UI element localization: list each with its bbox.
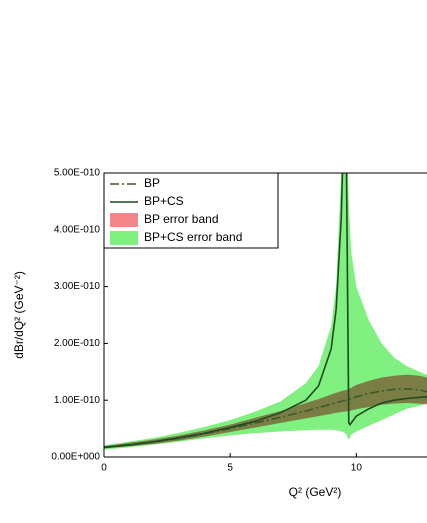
y-tick-label: 4.00E-010: [54, 224, 101, 235]
x-tick-label: 10: [351, 463, 363, 474]
x-tick-label: 5: [227, 463, 233, 474]
legend-label: BP: [144, 176, 160, 190]
error-band: [104, 374, 427, 449]
legend-label: BP+CS error band: [144, 230, 242, 244]
series-line: [104, 173, 427, 449]
error-band: [104, 173, 427, 450]
y-tick-label: 2.00E-010: [54, 338, 101, 349]
y-tick-label: 5.00E-010: [54, 168, 101, 179]
series-line: [104, 388, 427, 449]
bands: [104, 173, 427, 450]
x-tick-label: 0: [101, 463, 107, 474]
legend-swatch: [110, 213, 138, 227]
y-tick-label: 1.00E-010: [54, 395, 101, 406]
lines: [104, 173, 427, 449]
legend: BP BP+CS BP error band BP+CS error band: [103, 172, 279, 249]
legend-label: BP+CS: [144, 194, 184, 208]
y-tick-label: 0.00E+000: [51, 452, 100, 463]
legend-label: BP error band: [144, 212, 219, 226]
legend-swatch: [110, 231, 138, 245]
y-axis-label: dBr/dQ² (GeV⁻²): [12, 271, 26, 359]
x-axis-label: Q² (GeV²): [289, 485, 342, 499]
y-tick-label: 3.00E-010: [54, 281, 101, 292]
